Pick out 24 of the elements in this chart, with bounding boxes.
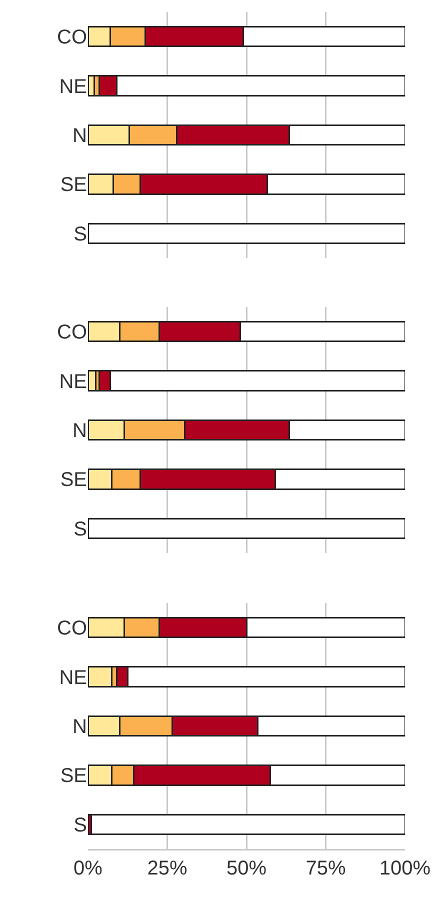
y-tick-label: NE — [59, 666, 87, 689]
x-tick-label: 75% — [306, 858, 346, 880]
y-tick-label: N — [72, 420, 87, 442]
y-tick-label: CO — [57, 618, 87, 640]
y-tick-label: S — [74, 518, 87, 540]
x-tick-label: 0% — [74, 858, 103, 880]
x-tick-label: 50% — [226, 858, 267, 880]
y-tick-label: NE — [59, 76, 87, 98]
y-tick-label: S — [74, 814, 87, 836]
x-tick-label: 25% — [147, 858, 188, 880]
y-tick-label: S — [74, 223, 87, 246]
bar — [90, 814, 405, 835]
y-tick-label: SE — [60, 765, 87, 788]
y-tick-label: NE — [59, 370, 87, 393]
y-tick-label: CO — [57, 322, 87, 344]
y-tick-label: N — [72, 125, 87, 147]
y-tick-label: N — [72, 716, 87, 738]
bar — [88, 222, 405, 244]
y-tick-label: SE — [60, 469, 87, 492]
x-tick-label: 100% — [379, 858, 431, 880]
bar — [88, 666, 113, 688]
y-tick-label: SE — [60, 174, 87, 196]
bar — [88, 518, 405, 539]
y-tick-label: CO — [57, 26, 87, 49]
